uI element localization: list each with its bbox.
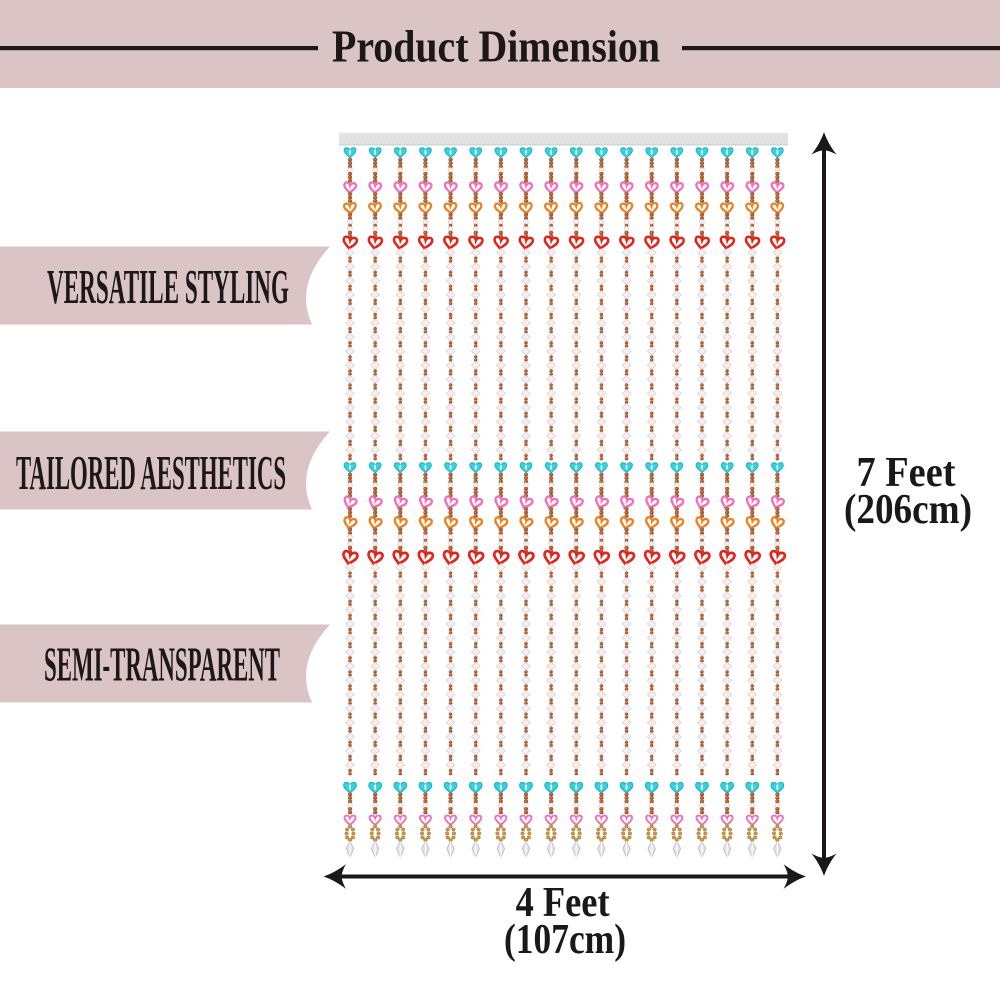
svg-text:7 Feet: 7 Feet	[857, 450, 956, 496]
svg-text:4 Feet: 4 Feet	[516, 880, 610, 926]
svg-text:Product Dimension: Product Dimension	[332, 22, 660, 72]
svg-text:(107cm): (107cm)	[504, 917, 626, 963]
svg-text:VERSATILE STYLING: VERSATILE STYLING	[47, 259, 289, 314]
svg-text:(206cm): (206cm)	[844, 487, 972, 533]
svg-text:TAILORED AESTHETICS: TAILORED AESTHETICS	[16, 445, 286, 500]
svg-text:SEMI-TRANSPARENT: SEMI-TRANSPARENT	[44, 637, 280, 692]
